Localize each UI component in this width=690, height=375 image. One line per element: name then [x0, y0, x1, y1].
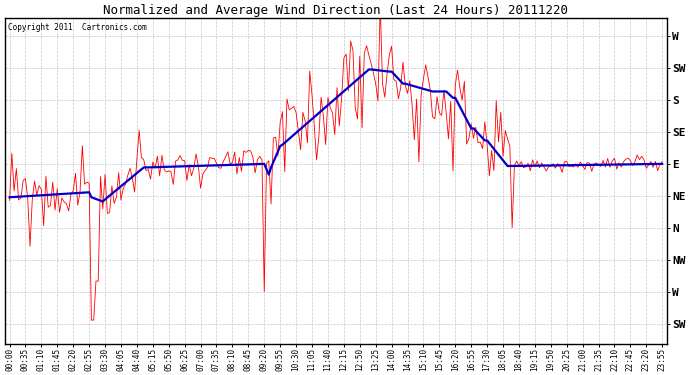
Text: Copyright 2011  Cartronics.com: Copyright 2011 Cartronics.com: [8, 23, 147, 32]
Title: Normalized and Average Wind Direction (Last 24 Hours) 20111220: Normalized and Average Wind Direction (L…: [104, 4, 569, 17]
